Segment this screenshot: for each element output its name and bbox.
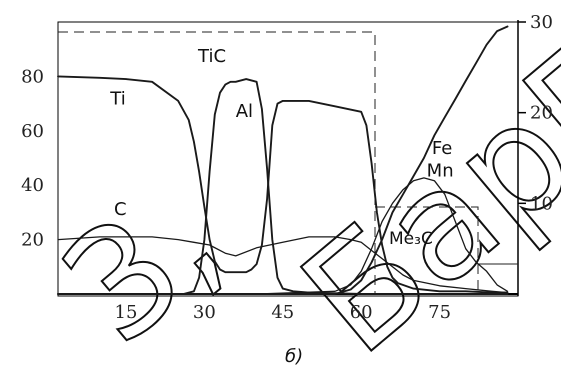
y-right-tick-label: 20 <box>530 103 553 124</box>
series-label-ti: Ti <box>109 88 125 109</box>
region-label-tic: TiC <box>197 46 226 67</box>
me3c-region-box <box>375 206 479 294</box>
series-label-mn: Mn <box>427 161 454 182</box>
x-tick-label: 15 <box>115 302 138 323</box>
y-left-tick-label: 20 <box>21 230 44 251</box>
y-right-tick-label: 30 <box>530 12 553 33</box>
y-right-tick-label: 10 <box>530 193 553 214</box>
series-line-fe <box>57 25 509 295</box>
series-lines <box>57 25 509 295</box>
series-label-c: C <box>114 199 127 220</box>
y-left-axis-ticks: 20 40 60 80 <box>21 66 44 250</box>
series-label-fe: Fe <box>432 138 452 159</box>
x-tick-label: 75 <box>428 302 451 323</box>
x-axis-ticks: 15 30 45 60 75 <box>115 302 452 323</box>
y-right-axis-ticks: 10 20 30 <box>518 12 553 214</box>
series-label-al: Al <box>236 101 253 122</box>
x-tick-label: 45 <box>271 302 294 323</box>
x-tick-label: 30 <box>193 302 216 323</box>
region-label-me3c: Me₃C <box>389 229 433 249</box>
x-tick-label: 60 <box>350 302 373 323</box>
caption: б) <box>285 346 303 367</box>
series-line-c <box>57 236 509 294</box>
series-line-ti <box>57 75 509 294</box>
watermark: БарГ 3, <box>30 8 561 372</box>
series-line-mn <box>57 177 509 295</box>
tic-region-box <box>58 31 376 294</box>
y-left-tick-label: 60 <box>21 121 44 142</box>
y-left-tick-label: 80 <box>21 66 44 87</box>
region-boundaries <box>58 31 479 294</box>
svg-text:3,: 3, <box>31 152 252 372</box>
y-left-tick-label: 40 <box>21 175 44 196</box>
